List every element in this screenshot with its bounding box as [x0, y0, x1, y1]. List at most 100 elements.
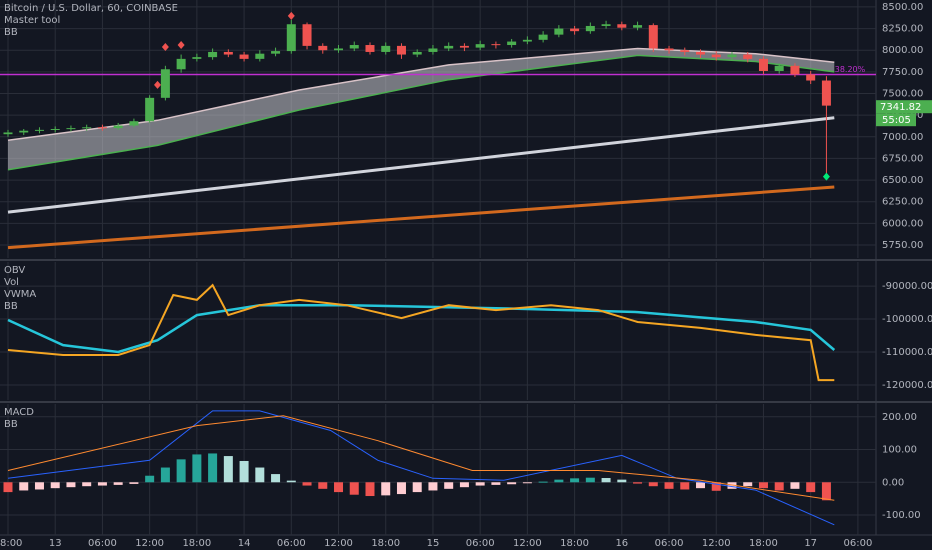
- candle-body: [82, 127, 92, 129]
- band-upper: [7, 47, 835, 142]
- histogram-bar: [381, 482, 391, 496]
- histogram-bar: [790, 482, 800, 489]
- y-tick-label: 0.00: [882, 477, 904, 488]
- y-tick-label: 8500.00: [882, 2, 923, 13]
- candle-body: [396, 45, 406, 55]
- candle-body: [538, 34, 548, 40]
- candle-body: [223, 51, 233, 55]
- indicator-label: BB: [4, 27, 18, 38]
- y-tick-label: 200.00: [882, 412, 917, 423]
- candle-body: [286, 24, 296, 52]
- histogram-bar: [758, 482, 768, 489]
- x-tick-label: 06:00: [466, 538, 495, 549]
- histogram-bar: [680, 482, 690, 490]
- candle-body: [774, 65, 784, 71]
- band-lower: [7, 54, 835, 171]
- candle-body: [192, 57, 202, 59]
- candle-body: [239, 54, 249, 59]
- histogram-bar: [475, 482, 485, 486]
- y-tick-label: 5750.00: [882, 240, 923, 251]
- y-tick-label: 7000.00: [882, 132, 923, 143]
- histogram-bar: [3, 482, 13, 493]
- y-tick-label: 7500.00: [882, 89, 923, 100]
- histogram-bar: [648, 482, 658, 487]
- histogram-bar: [727, 482, 737, 489]
- histogram-bar: [664, 482, 674, 489]
- indicator-label: Vol: [4, 277, 19, 288]
- macd-line: [7, 410, 835, 526]
- histogram-bar: [538, 481, 548, 483]
- y-tick-label: 8000.00: [882, 45, 923, 56]
- histogram-bar: [223, 456, 233, 483]
- candle-body: [664, 48, 674, 51]
- candle-body: [428, 48, 438, 52]
- x-tick-label: 14: [238, 538, 251, 549]
- histogram-bar: [97, 482, 107, 486]
- signal-marker: [287, 11, 295, 20]
- x-tick-label: 06:00: [843, 538, 872, 549]
- candle-body: [790, 65, 800, 75]
- candle-body: [412, 51, 422, 55]
- fib-label: 38.20%: [835, 65, 866, 74]
- candle-body: [160, 69, 170, 98]
- x-tick-label: 17: [804, 538, 817, 549]
- candle-body: [50, 129, 60, 130]
- indicator-label: MACD: [4, 407, 34, 418]
- histogram-bar: [160, 467, 170, 483]
- candle-body: [255, 53, 265, 59]
- histogram-bar: [255, 467, 265, 483]
- candle-body: [145, 97, 155, 122]
- candle-body: [633, 25, 643, 28]
- candle-body: [491, 44, 501, 46]
- signal-marker: [822, 172, 830, 181]
- candle-body: [19, 130, 29, 133]
- indicator-label: Master tool: [4, 15, 60, 26]
- histogram-bar: [82, 482, 92, 487]
- histogram-bar: [444, 482, 454, 489]
- histogram-bar: [349, 482, 359, 495]
- candle-body: [444, 45, 454, 49]
- candle-body: [97, 127, 107, 129]
- candle-body: [758, 58, 768, 71]
- y-tick-label: 6000.00: [882, 218, 923, 229]
- indicator-label: BB: [4, 419, 18, 430]
- candle-body: [349, 45, 359, 49]
- x-tick-label: 18:00: [182, 538, 211, 549]
- histogram-bar: [491, 482, 501, 485]
- histogram-bar: [774, 482, 784, 491]
- histogram-bar: [271, 474, 281, 483]
- histogram-bar: [239, 460, 249, 483]
- candle-body: [113, 125, 123, 129]
- candle-body: [522, 39, 532, 42]
- histogram-bar: [459, 482, 469, 488]
- histogram-bar: [396, 482, 406, 495]
- x-tick-label: 06:00: [655, 538, 684, 549]
- candle-body: [507, 41, 517, 46]
- histogram-bar: [318, 482, 328, 489]
- y-tick-label: 8250.00: [882, 24, 923, 35]
- x-tick-label: 16: [615, 538, 628, 549]
- y-tick-label: -110000.0000: [882, 347, 932, 358]
- moving-average: [7, 116, 835, 214]
- histogram-bar: [365, 482, 375, 497]
- signal-marker: [161, 43, 169, 52]
- histogram-bar: [743, 482, 753, 487]
- histogram-bar: [428, 482, 438, 491]
- candle-body: [475, 44, 485, 48]
- histogram-bar: [601, 478, 611, 483]
- y-tick-label: 6750.00: [882, 153, 923, 164]
- countdown-box: [876, 113, 916, 127]
- candle-body: [680, 50, 690, 52]
- x-tick-label: 12:00: [513, 538, 542, 549]
- histogram-bar: [302, 482, 312, 486]
- histogram-bar: [806, 482, 816, 493]
- histogram-bar: [617, 479, 627, 483]
- last-price: 7341.82: [880, 102, 921, 113]
- moving-average: [7, 185, 835, 250]
- y-tick-label: 100.00: [882, 445, 917, 456]
- histogram-bar: [145, 475, 155, 483]
- histogram-bar: [821, 482, 831, 501]
- x-tick-label: 12:00: [324, 538, 353, 549]
- x-tick-label: 06:00: [277, 538, 306, 549]
